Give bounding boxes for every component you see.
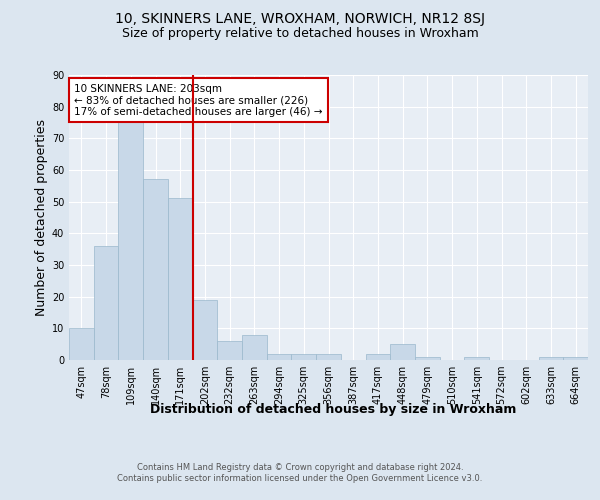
Bar [267, 354, 292, 360]
Bar [118, 122, 143, 360]
Y-axis label: Number of detached properties: Number of detached properties [35, 119, 47, 316]
Text: 10 SKINNERS LANE: 203sqm
← 83% of detached houses are smaller (226)
17% of semi-: 10 SKINNERS LANE: 203sqm ← 83% of detach… [74, 84, 323, 116]
Bar [292, 354, 316, 360]
Bar [94, 246, 118, 360]
Bar [415, 357, 440, 360]
Text: Size of property relative to detached houses in Wroxham: Size of property relative to detached ho… [122, 28, 478, 40]
Bar [168, 198, 193, 360]
Bar [316, 354, 341, 360]
Bar [539, 357, 563, 360]
Bar [390, 344, 415, 360]
Bar [242, 334, 267, 360]
Text: Distribution of detached houses by size in Wroxham: Distribution of detached houses by size … [150, 402, 516, 415]
Bar [69, 328, 94, 360]
Bar [217, 341, 242, 360]
Bar [563, 357, 588, 360]
Bar [365, 354, 390, 360]
Text: Contains HM Land Registry data © Crown copyright and database right 2024.: Contains HM Land Registry data © Crown c… [137, 462, 463, 471]
Bar [193, 300, 217, 360]
Text: 10, SKINNERS LANE, WROXHAM, NORWICH, NR12 8SJ: 10, SKINNERS LANE, WROXHAM, NORWICH, NR1… [115, 12, 485, 26]
Bar [143, 180, 168, 360]
Bar [464, 357, 489, 360]
Text: Contains public sector information licensed under the Open Government Licence v3: Contains public sector information licen… [118, 474, 482, 483]
